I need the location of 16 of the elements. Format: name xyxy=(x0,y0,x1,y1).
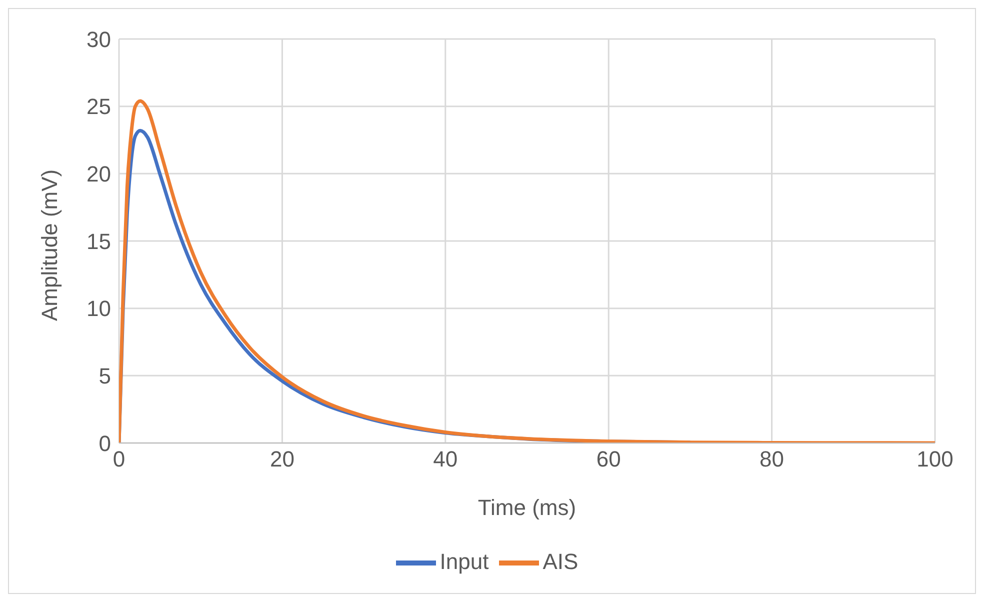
legend-label: Input xyxy=(440,548,489,574)
x-tick-label: 40 xyxy=(433,446,458,472)
y-tick-label: 20 xyxy=(86,161,111,186)
x-axis-title: Time (ms) xyxy=(478,495,576,520)
y-tick-label: 5 xyxy=(98,363,111,388)
y-tick-label: 15 xyxy=(86,228,111,254)
legend-label: AIS xyxy=(542,548,578,574)
y-tick-label: 10 xyxy=(86,296,111,322)
x-tick-label: 100 xyxy=(916,446,954,472)
x-tick-label: 20 xyxy=(270,446,294,472)
x-tick-label: 60 xyxy=(596,446,621,472)
x-tick-label: 80 xyxy=(760,446,784,472)
y-tick-label: 30 xyxy=(86,26,111,52)
y-axis-title: Amplitude (mV) xyxy=(36,169,62,321)
y-tick-label: 25 xyxy=(86,94,111,120)
y-tick-label: 0 xyxy=(98,430,111,456)
